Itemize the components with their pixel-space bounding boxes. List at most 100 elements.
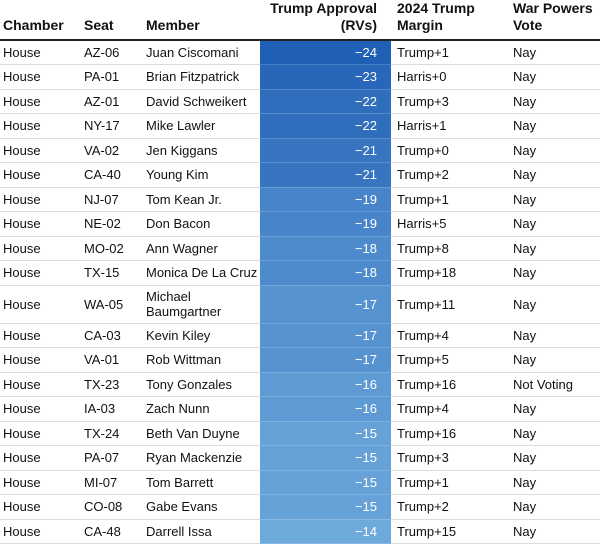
cell-member: Young Kim	[142, 162, 260, 188]
cell-vote: Nay	[507, 445, 600, 471]
cell-margin: Trump+8	[391, 236, 507, 261]
cell-vote: Nay	[507, 285, 600, 324]
cell-margin: Trump+2	[391, 494, 507, 520]
cell-approval: −22	[260, 113, 391, 139]
cell-approval: −16	[260, 372, 391, 397]
table-row: House MO-02 Ann Wagner −18 Trump+8 Nay	[0, 236, 600, 261]
cell-margin: Trump+0	[391, 138, 507, 163]
cell-member: Mike Lawler	[142, 113, 260, 139]
cell-chamber: House	[0, 113, 84, 139]
table-row: House AZ-06 Juan Ciscomani −24 Trump+1 Nay	[0, 40, 600, 65]
cell-vote: Nay	[507, 396, 600, 422]
cell-chamber: House	[0, 162, 84, 188]
table-row: House CA-40 Young Kim −21 Trump+2 Nay	[0, 162, 600, 188]
table-row: House TX-23 Tony Gonzales −16 Trump+16 Not Vo…	[0, 372, 600, 397]
cell-vote: Nay	[507, 113, 600, 139]
cell-approval: −23	[260, 64, 391, 90]
cell-vote: Nay	[507, 89, 600, 114]
cell-approval: −16	[260, 396, 391, 422]
cell-approval: −21	[260, 138, 391, 163]
cell-member: Jen Kiggans	[142, 138, 260, 163]
cell-member: Don Bacon	[142, 211, 260, 237]
cell-member: Zach Nunn	[142, 396, 260, 422]
cell-seat: PA-07	[84, 445, 142, 471]
cell-chamber: House	[0, 40, 84, 65]
cell-vote: Nay	[507, 470, 600, 495]
cell-margin: Trump+1	[391, 40, 507, 65]
cell-chamber: House	[0, 519, 84, 544]
cell-seat: TX-24	[84, 421, 142, 446]
cell-seat: VA-02	[84, 138, 142, 163]
cell-chamber: House	[0, 347, 84, 373]
cell-vote: Nay	[507, 162, 600, 188]
cell-seat: TX-15	[84, 260, 142, 286]
cell-approval: −21	[260, 162, 391, 188]
cell-approval: −19	[260, 211, 391, 237]
cell-member: Tom Barrett	[142, 470, 260, 495]
header-vote: War Powers Vote	[507, 0, 600, 41]
table-row: House CO-08 Gabe Evans −15 Trump+2 Nay	[0, 494, 600, 520]
cell-approval: −15	[260, 445, 391, 471]
cell-seat: MI-07	[84, 470, 142, 495]
cell-member: Michael Baumgartner	[142, 285, 260, 324]
cell-margin: Harris+5	[391, 211, 507, 237]
cell-seat: NJ-07	[84, 187, 142, 212]
cell-margin: Trump+11	[391, 285, 507, 324]
cell-chamber: House	[0, 138, 84, 163]
cell-margin: Harris+1	[391, 113, 507, 139]
table-row: House TX-24 Beth Van Duyne −15 Trump+16 Nay	[0, 421, 600, 446]
header-member: Member	[142, 0, 260, 41]
cell-margin: Trump+4	[391, 396, 507, 422]
cell-margin: Trump+15	[391, 519, 507, 544]
cell-member: David Schweikert	[142, 89, 260, 114]
cell-member: Juan Ciscomani	[142, 40, 260, 65]
cell-vote: Nay	[507, 236, 600, 261]
cell-chamber: House	[0, 260, 84, 286]
cell-vote: Nay	[507, 211, 600, 237]
cell-seat: NE-02	[84, 211, 142, 237]
cell-member: Tony Gonzales	[142, 372, 260, 397]
cell-approval: −18	[260, 260, 391, 286]
header-approval: Trump Approval (RVs)	[260, 0, 391, 41]
cell-margin: Trump+1	[391, 187, 507, 212]
cell-seat: WA-05	[84, 285, 142, 324]
cell-vote: Nay	[507, 421, 600, 446]
cell-chamber: House	[0, 236, 84, 261]
header-seat: Seat	[84, 0, 142, 41]
table-row: House TX-15 Monica De La Cruz −18 Trump+18 Na…	[0, 260, 600, 286]
cell-approval: −15	[260, 470, 391, 495]
cell-vote: Nay	[507, 347, 600, 373]
cell-vote: Nay	[507, 64, 600, 90]
cell-seat: TX-23	[84, 372, 142, 397]
cell-margin: Trump+3	[391, 89, 507, 114]
header-margin: 2024 Trump Margin	[391, 0, 507, 41]
cell-vote: Nay	[507, 40, 600, 65]
cell-approval: −24	[260, 40, 391, 65]
cell-member: Beth Van Duyne	[142, 421, 260, 446]
cell-chamber: House	[0, 187, 84, 212]
table-row: House PA-07 Ryan Mackenzie −15 Trump+3 Nay	[0, 445, 600, 471]
cell-seat: CA-40	[84, 162, 142, 188]
cell-seat: CA-03	[84, 323, 142, 348]
cell-member: Rob Wittman	[142, 347, 260, 373]
cell-chamber: House	[0, 64, 84, 90]
cell-vote: Nay	[507, 519, 600, 544]
cell-chamber: House	[0, 396, 84, 422]
cell-member: Monica De La Cruz	[142, 260, 260, 286]
cell-seat: AZ-06	[84, 40, 142, 65]
table-row: House PA-01 Brian Fitzpatrick −23 Harris+0 Na…	[0, 64, 600, 90]
cell-chamber: House	[0, 494, 84, 520]
cell-member: Ryan Mackenzie	[142, 445, 260, 471]
table-row: House VA-01 Rob Wittman −17 Trump+5 Nay	[0, 347, 600, 373]
table-row: House CA-48 Darrell Issa −14 Trump+15 Nay	[0, 519, 600, 544]
cell-member: Darrell Issa	[142, 519, 260, 544]
cell-margin: Harris+0	[391, 64, 507, 90]
cell-chamber: House	[0, 372, 84, 397]
cell-margin: Trump+1	[391, 470, 507, 495]
cell-margin: Trump+4	[391, 323, 507, 348]
table-row: House VA-02 Jen Kiggans −21 Trump+0 Nay	[0, 138, 600, 163]
cell-chamber: House	[0, 323, 84, 348]
cell-chamber: House	[0, 470, 84, 495]
cell-seat: NY-17	[84, 113, 142, 139]
